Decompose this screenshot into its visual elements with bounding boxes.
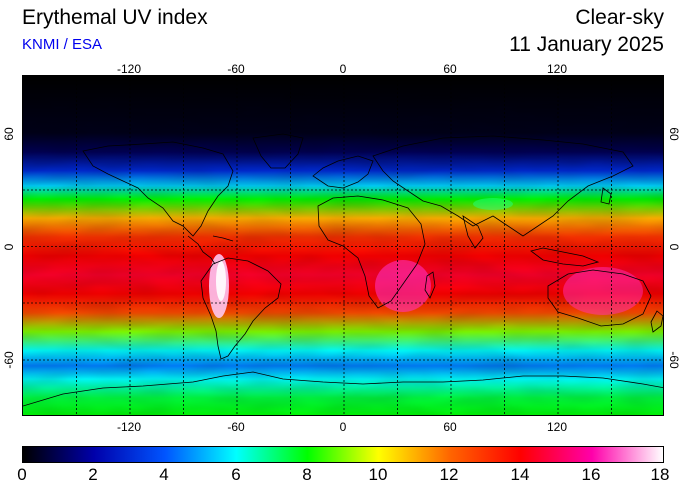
tibet-high-uv: [473, 198, 513, 210]
lon-tick-bottom: 0: [339, 420, 347, 434]
colorbar-label: 2: [88, 465, 98, 484]
colorbar-label: 6: [231, 465, 241, 484]
lon-tick-bottom: 60: [443, 420, 457, 434]
sky-mode-label: Clear-sky: [575, 6, 664, 29]
lon-tick-top: 120: [546, 62, 568, 76]
lat-tick-right: 0: [667, 243, 681, 251]
australia-high-uv: [563, 267, 643, 315]
colorbar-label: 10: [368, 465, 388, 484]
map-date: 11 January 2025: [509, 33, 664, 56]
lon-tick-bottom: -120: [116, 420, 142, 434]
lat-tick-left: -60: [2, 351, 16, 369]
uv-colorbar: [22, 446, 664, 463]
colorbar-label: 16: [581, 465, 601, 484]
graticule: [23, 76, 663, 415]
colorbar-label: 0: [17, 465, 27, 484]
southern-africa-high-uv: [375, 260, 431, 312]
colorbar-label: 8: [302, 465, 312, 484]
lat-tick-right: 60: [667, 127, 681, 141]
lon-tick-bottom: -60: [227, 420, 245, 434]
coastlines: [23, 133, 663, 407]
map-title: Erythemal UV index: [22, 6, 208, 29]
colorbar-label: 18: [650, 465, 670, 484]
lat-tick-left: 60: [2, 127, 16, 141]
lon-tick-top: 60: [443, 62, 457, 76]
lat-tick-left: 0: [2, 243, 16, 251]
lon-tick-bottom: 120: [546, 420, 568, 434]
colorbar-label: 4: [159, 465, 169, 484]
uv-map-canvas: [23, 76, 663, 415]
lat-tick-right: -60: [667, 351, 681, 369]
colorbar-label: 12: [439, 465, 459, 484]
colorbar-label: 14: [510, 465, 530, 484]
lon-tick-top: 0: [339, 62, 347, 76]
lon-tick-top: -120: [116, 62, 142, 76]
lon-tick-top: -60: [227, 62, 245, 76]
uv-index-map: [22, 75, 664, 416]
data-source: KNMI / ESA: [22, 36, 103, 53]
andes-peak-uv: [216, 261, 226, 301]
